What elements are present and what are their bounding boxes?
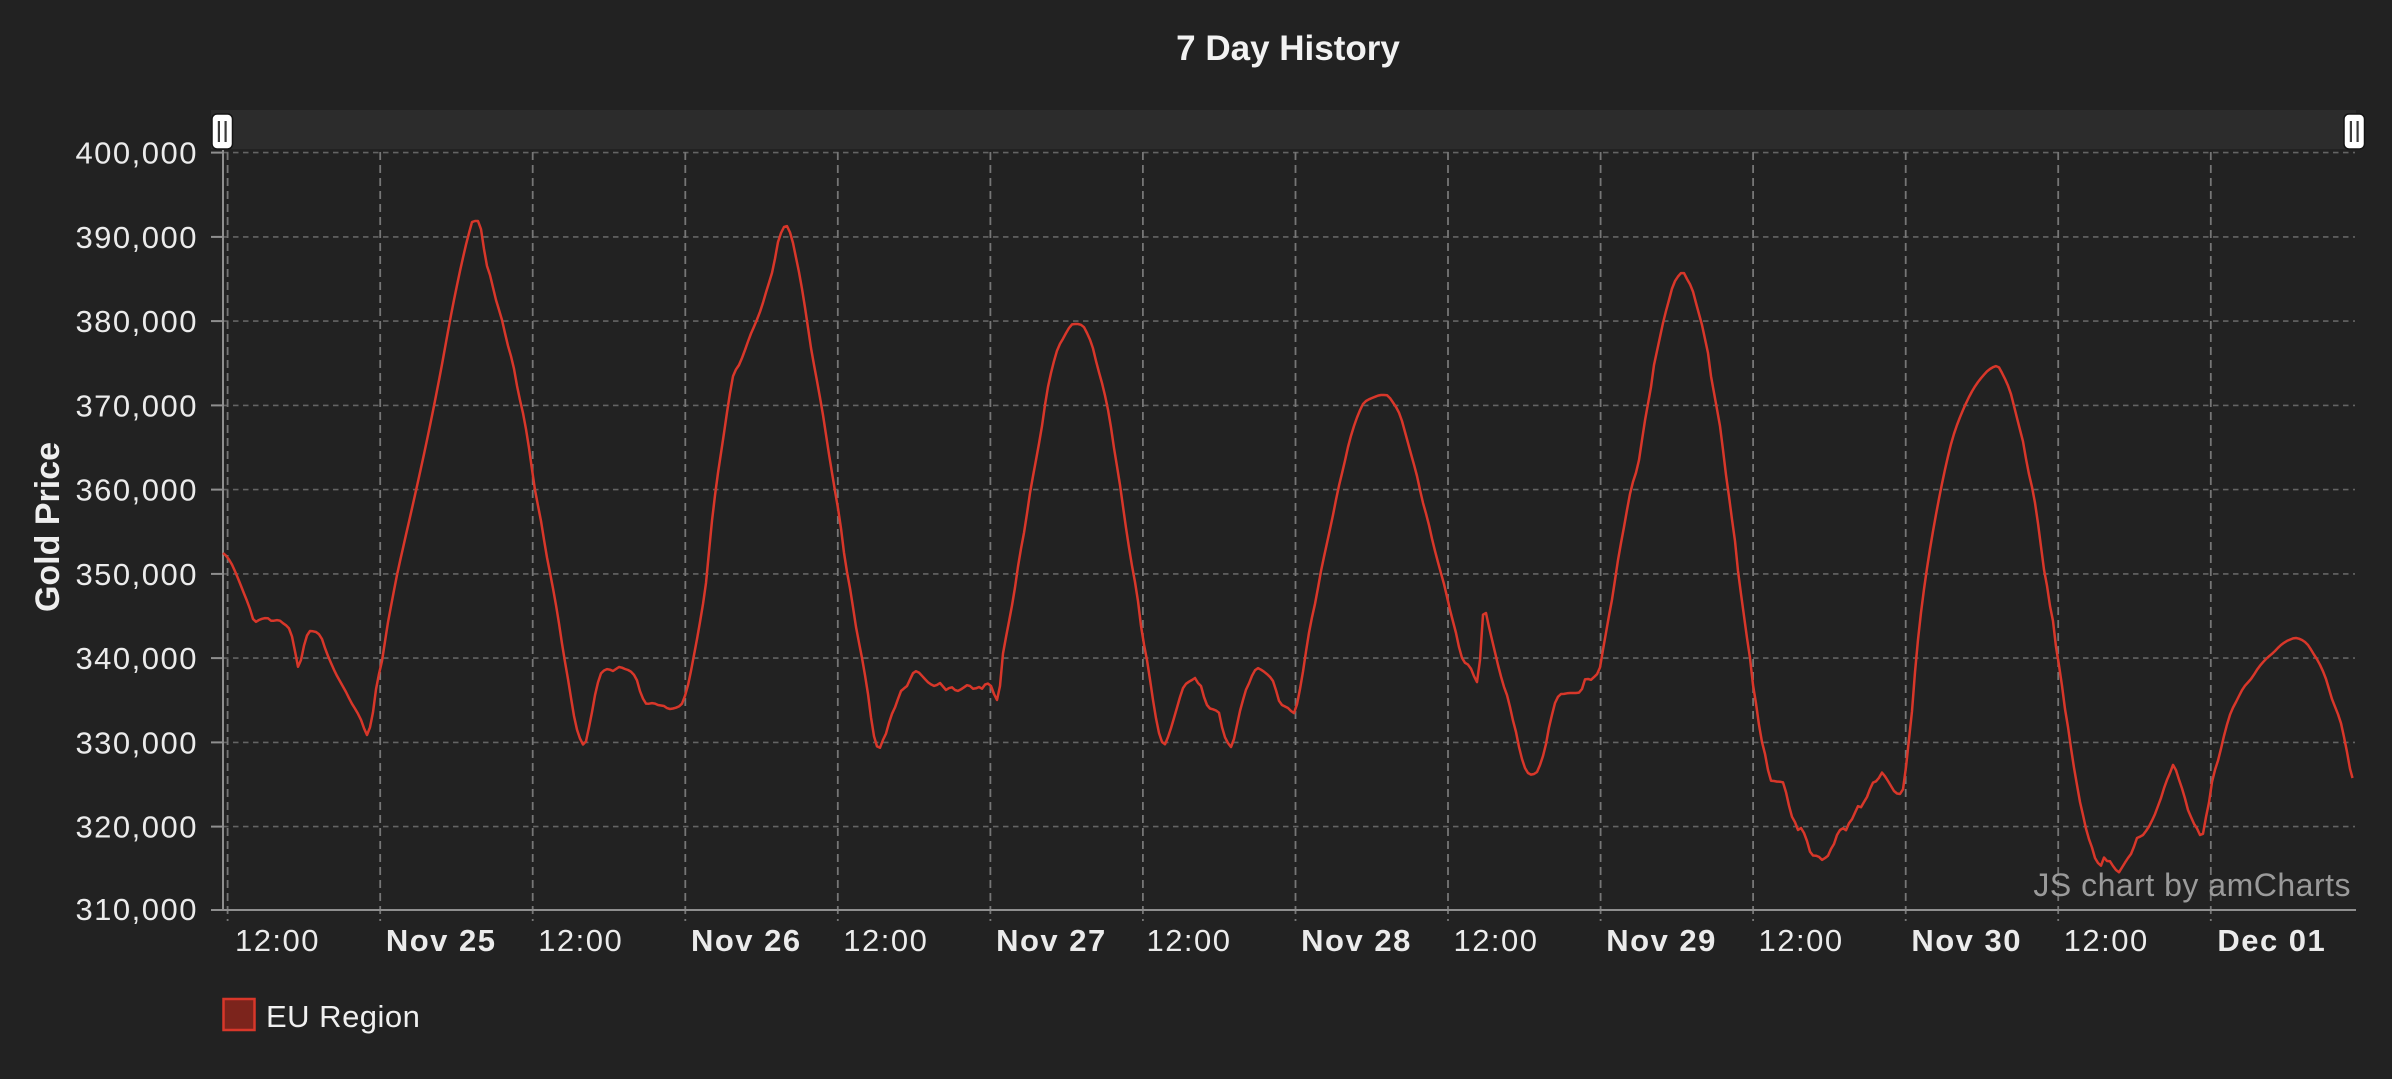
svg-text:Nov 29: Nov 29 (1606, 923, 1717, 958)
svg-text:Dec 01: Dec 01 (2217, 923, 2326, 958)
svg-text:12:00: 12:00 (1759, 923, 1844, 958)
svg-text:7 Day History: 7 Day History (1176, 29, 1400, 68)
svg-text:EU Region: EU Region (266, 999, 420, 1034)
svg-text:JS chart by amCharts: JS chart by amCharts (2033, 867, 2351, 903)
svg-text:Gold Price: Gold Price (29, 442, 67, 612)
svg-text:310,000: 310,000 (75, 892, 198, 927)
svg-text:Nov 25: Nov 25 (386, 923, 497, 958)
svg-text:12:00: 12:00 (1146, 923, 1231, 958)
svg-text:12:00: 12:00 (843, 923, 928, 958)
svg-text:330,000: 330,000 (75, 725, 198, 760)
svg-text:340,000: 340,000 (75, 641, 198, 676)
svg-text:400,000: 400,000 (75, 136, 198, 171)
svg-text:12:00: 12:00 (235, 923, 320, 958)
svg-text:360,000: 360,000 (75, 473, 198, 508)
svg-text:370,000: 370,000 (75, 388, 198, 423)
svg-text:390,000: 390,000 (75, 220, 198, 255)
svg-text:12:00: 12:00 (538, 923, 623, 958)
svg-text:Nov 28: Nov 28 (1301, 923, 1412, 958)
svg-text:Nov 27: Nov 27 (996, 923, 1107, 958)
svg-text:320,000: 320,000 (75, 810, 198, 845)
svg-text:Nov 26: Nov 26 (691, 923, 802, 958)
svg-text:350,000: 350,000 (75, 557, 198, 592)
svg-text:12:00: 12:00 (2064, 923, 2149, 958)
svg-text:12:00: 12:00 (1453, 923, 1538, 958)
svg-text:380,000: 380,000 (75, 304, 198, 339)
svg-text:Nov 30: Nov 30 (1911, 923, 2022, 958)
